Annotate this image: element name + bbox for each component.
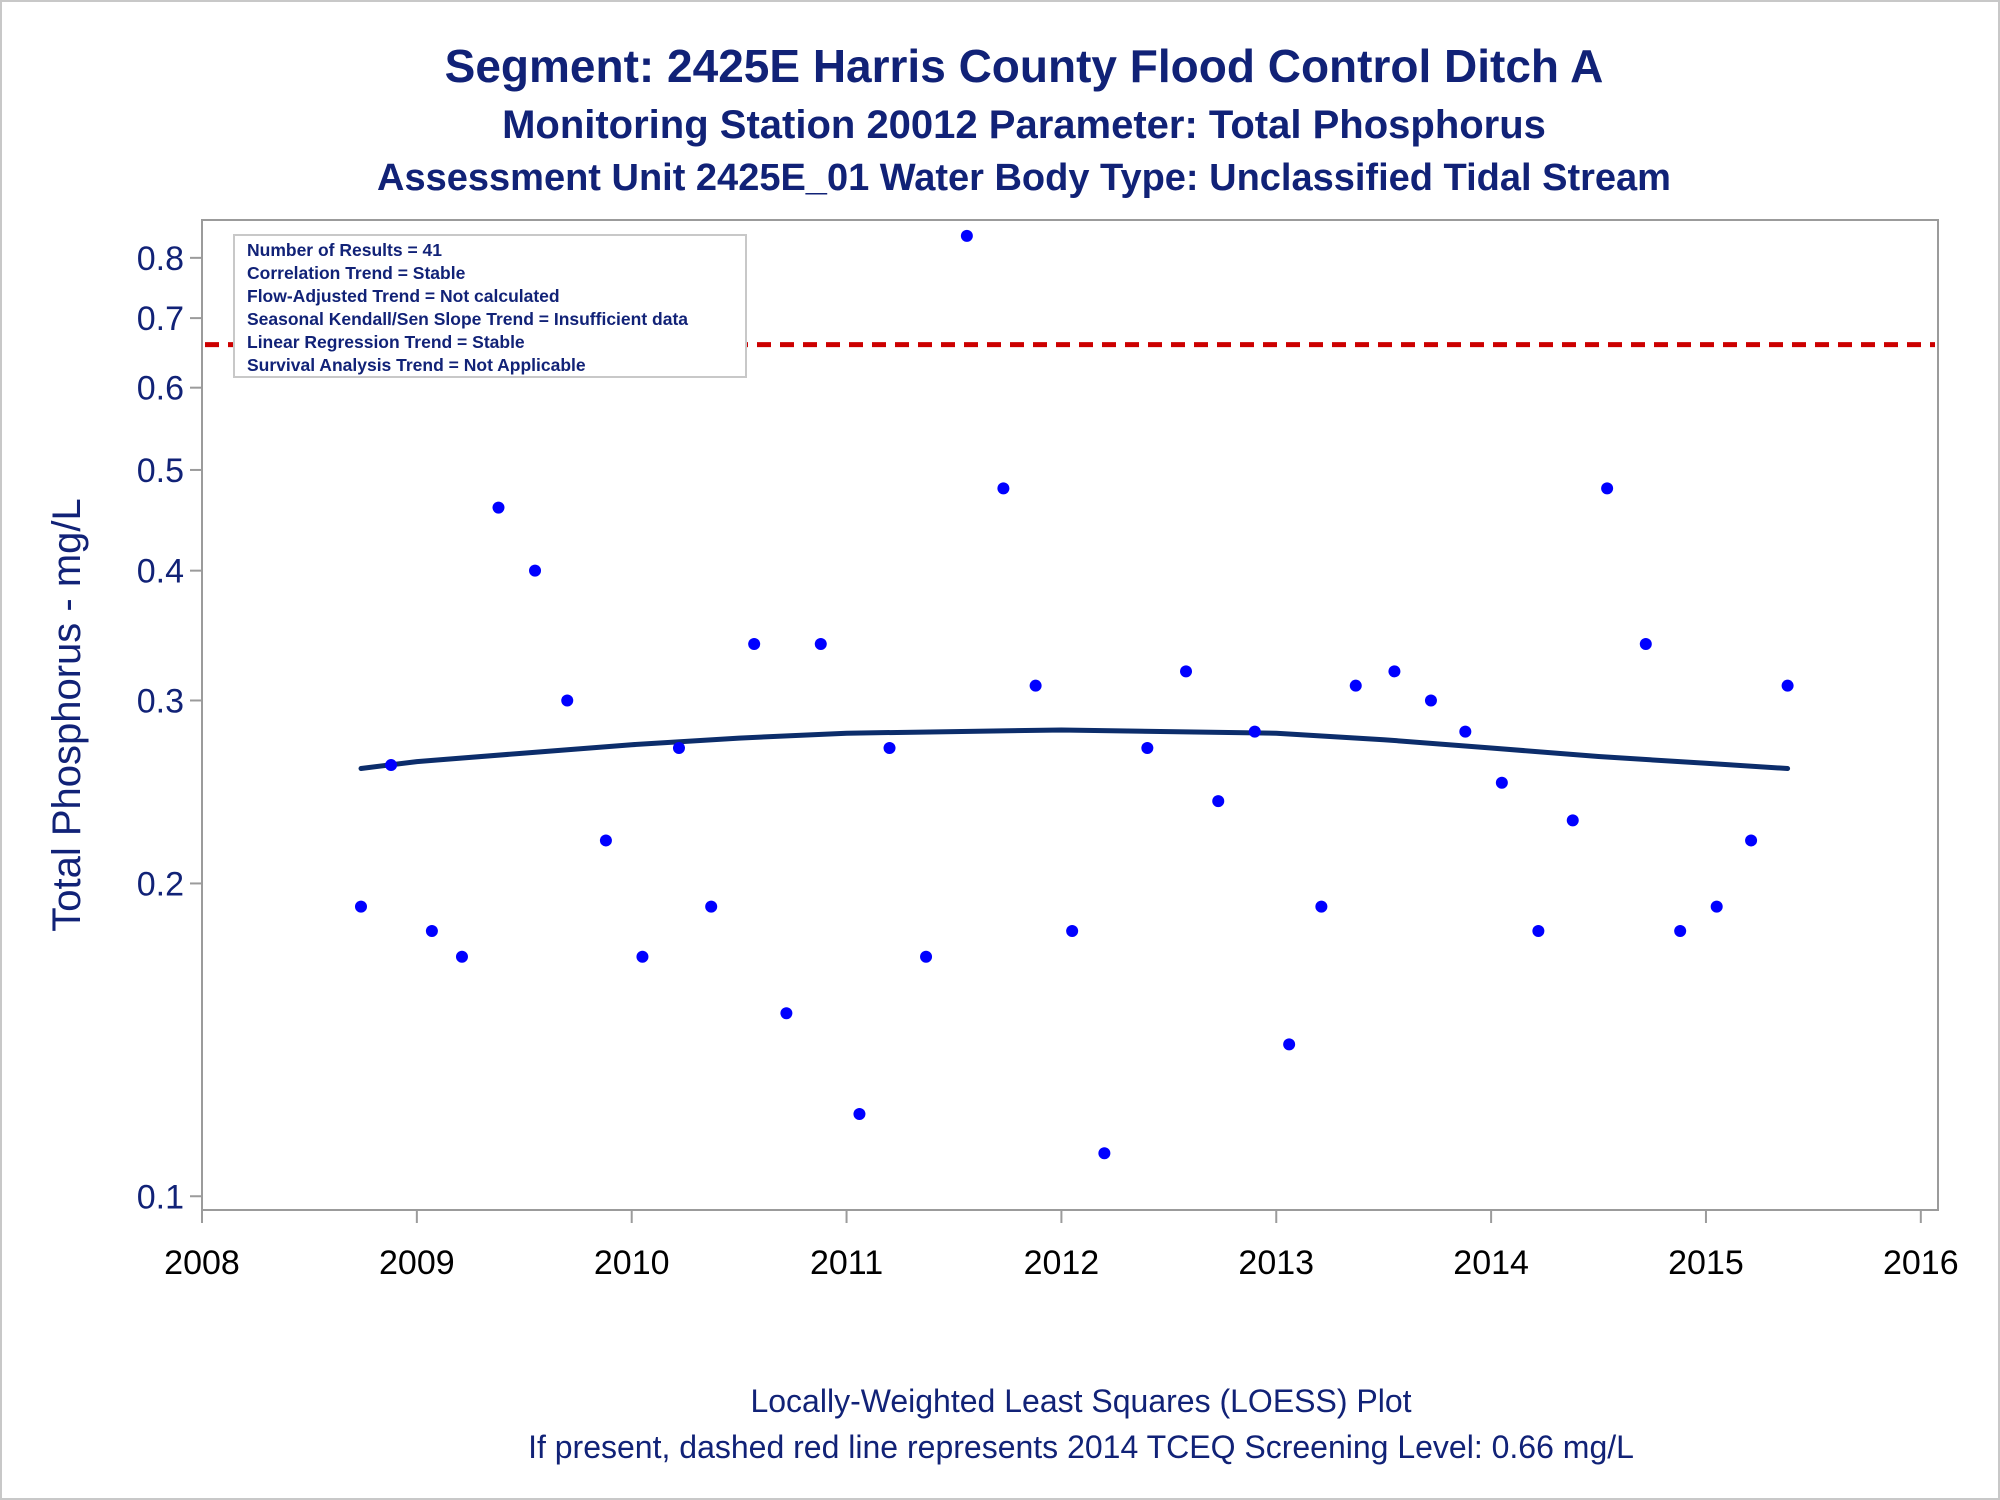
data-point <box>1180 665 1193 678</box>
x-tick-label: 2011 <box>810 1244 883 1282</box>
plot-area <box>201 219 1939 1211</box>
x-tick-label: 2014 <box>1453 1244 1529 1282</box>
data-point <box>997 482 1010 495</box>
trend-line-4: Seasonal Kendall/Sen Slope Trend = Insuf… <box>247 309 688 329</box>
data-points <box>354 229 1794 1160</box>
data-point <box>1283 1038 1296 1051</box>
x-tick-label: 2009 <box>379 1244 455 1282</box>
y-tick-label: 0.2 <box>137 865 184 903</box>
data-point <box>1532 925 1545 938</box>
footnote-2: If present, dashed red line represents 2… <box>528 1429 1634 1465</box>
chart-subtitle: Monitoring Station 20012 Parameter: Tota… <box>502 103 1546 147</box>
y-axis-label: Total Phosphorus - mg/L <box>45 498 89 932</box>
data-point <box>1781 679 1794 692</box>
y-tick-label: 0.7 <box>137 300 184 338</box>
data-point <box>1424 694 1437 707</box>
trend-line-1: Number of Results = 41 <box>247 240 442 260</box>
y-tick-label: 0.8 <box>137 240 184 278</box>
x-axis: 2008 2009 2010 2011 2012 2013 2014 2015 2016 <box>164 1210 1959 1282</box>
data-point <box>354 900 367 913</box>
x-tick-label: 2016 <box>1883 1244 1959 1282</box>
x-tick-label: 2008 <box>164 1244 240 1282</box>
data-point <box>1459 725 1472 738</box>
data-point <box>960 229 973 242</box>
data-point <box>455 950 468 963</box>
data-point <box>1315 900 1328 913</box>
data-point <box>883 742 896 755</box>
data-point <box>1349 679 1362 692</box>
trend-line-2: Correlation Trend = Stable <box>247 263 466 283</box>
data-point <box>1212 795 1225 808</box>
data-point <box>672 742 685 755</box>
y-tick-label: 0.1 <box>137 1178 184 1216</box>
y-tick-label: 0.3 <box>137 682 184 720</box>
data-point <box>1566 814 1579 827</box>
x-tick-label: 2012 <box>1024 1244 1100 1282</box>
data-point <box>705 900 718 913</box>
footnote-1: Locally-Weighted Least Squares (LOESS) P… <box>750 1383 1411 1419</box>
data-point <box>1639 637 1652 650</box>
chart-subtitle-2: Assessment Unit 2425E_01 Water Body Type… <box>377 157 1671 199</box>
chart-title: Segment: 2425E Harris County Flood Contr… <box>445 40 1604 92</box>
data-point <box>1710 900 1723 913</box>
y-tick-label: 0.6 <box>137 370 184 408</box>
x-tick-label: 2010 <box>594 1244 670 1282</box>
data-point <box>1674 925 1687 938</box>
data-point <box>1745 834 1758 847</box>
data-point <box>385 759 398 772</box>
data-point <box>1029 679 1042 692</box>
x-tick-label: 2015 <box>1668 1244 1744 1282</box>
data-point <box>1248 725 1261 738</box>
loess-curve <box>358 727 1791 771</box>
data-point <box>748 637 761 650</box>
x-tick-label: 2013 <box>1238 1244 1314 1282</box>
data-point <box>636 950 649 963</box>
data-point <box>780 1007 793 1020</box>
data-point <box>529 564 542 577</box>
data-point <box>853 1107 866 1120</box>
trend-summary-box: Number of Results = 41 Correlation Trend… <box>233 234 747 378</box>
data-point <box>1098 1147 1111 1160</box>
data-point <box>814 637 827 650</box>
trend-line-3: Flow-Adjusted Trend = Not calculated <box>247 286 560 306</box>
data-point <box>561 694 574 707</box>
data-point <box>920 950 933 963</box>
data-point <box>1141 742 1154 755</box>
y-axis: 0.1 0.2 0.3 0.4 0.5 0.6 0.7 0.8 <box>137 240 202 1216</box>
y-tick-label: 0.5 <box>137 452 184 490</box>
data-point <box>425 925 438 938</box>
y-tick-label: 0.4 <box>137 553 184 591</box>
data-point <box>492 501 505 514</box>
trend-line-6: Survival Analysis Trend = Not Applicable <box>247 355 586 375</box>
data-point <box>1495 776 1508 789</box>
data-point <box>1066 925 1079 938</box>
data-point <box>599 834 612 847</box>
trend-line-5: Linear Regression Trend = Stable <box>247 332 525 352</box>
data-point <box>1388 665 1401 678</box>
data-point <box>1601 482 1614 495</box>
